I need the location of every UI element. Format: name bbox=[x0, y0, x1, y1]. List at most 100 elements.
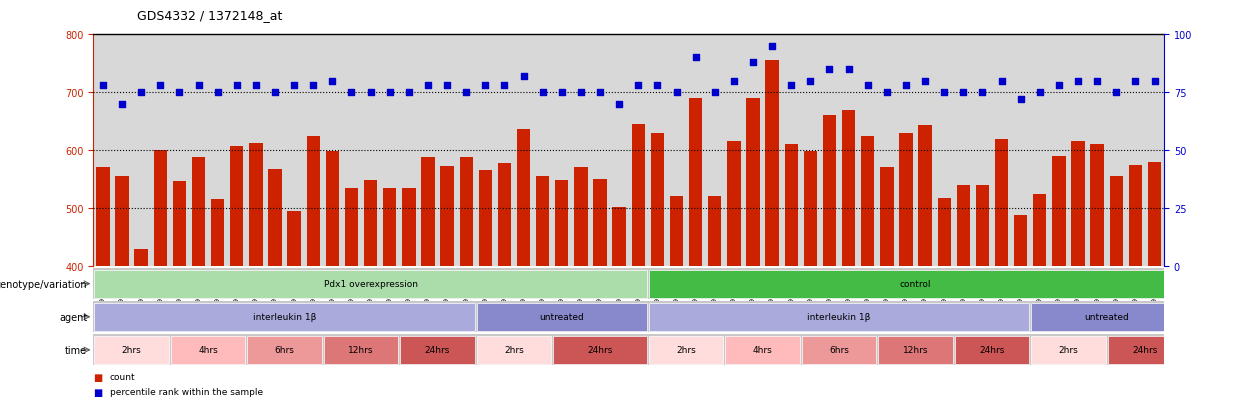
Bar bbox=[364, 181, 377, 266]
Bar bbox=[919, 125, 931, 266]
Text: 2hrs: 2hrs bbox=[504, 346, 524, 354]
Point bbox=[151, 83, 171, 89]
Point bbox=[743, 59, 763, 66]
Text: genotype/variation: genotype/variation bbox=[0, 279, 87, 289]
Point bbox=[647, 83, 667, 89]
Text: ■: ■ bbox=[93, 372, 102, 382]
Bar bbox=[726, 336, 799, 364]
Text: 4hrs: 4hrs bbox=[753, 346, 772, 354]
Point bbox=[418, 83, 438, 89]
Text: 2hrs: 2hrs bbox=[122, 346, 142, 354]
Point bbox=[723, 78, 743, 85]
Bar bbox=[553, 336, 647, 364]
Bar bbox=[153, 151, 167, 266]
Bar bbox=[477, 336, 552, 364]
Bar bbox=[670, 197, 684, 266]
Text: count: count bbox=[110, 372, 136, 381]
Point bbox=[227, 83, 247, 89]
Bar bbox=[192, 158, 205, 266]
Point bbox=[398, 90, 418, 96]
Point bbox=[705, 90, 725, 96]
Point bbox=[571, 90, 591, 96]
Point bbox=[1050, 83, 1069, 89]
Text: 24hrs: 24hrs bbox=[588, 346, 613, 354]
Point bbox=[801, 78, 820, 85]
Bar bbox=[727, 142, 741, 266]
Point bbox=[1011, 97, 1031, 103]
Bar bbox=[976, 185, 989, 266]
Point bbox=[609, 101, 629, 108]
Bar bbox=[134, 249, 148, 266]
Point bbox=[322, 78, 342, 85]
Bar bbox=[631, 125, 645, 266]
Point bbox=[380, 90, 400, 96]
Bar bbox=[306, 136, 320, 266]
Point bbox=[131, 90, 151, 96]
Point bbox=[494, 83, 514, 89]
Bar bbox=[1031, 303, 1183, 331]
Point bbox=[265, 90, 285, 96]
Bar bbox=[574, 168, 588, 266]
Point bbox=[1125, 78, 1145, 85]
Point bbox=[629, 83, 649, 89]
Bar bbox=[230, 147, 244, 266]
Bar bbox=[383, 189, 396, 266]
Bar bbox=[995, 139, 1008, 266]
Text: interleukin 1β: interleukin 1β bbox=[253, 313, 316, 321]
Text: time: time bbox=[65, 345, 87, 355]
Bar bbox=[173, 182, 186, 266]
Text: 4hrs: 4hrs bbox=[198, 346, 218, 354]
Text: Pdx1 overexpression: Pdx1 overexpression bbox=[324, 280, 417, 288]
Point bbox=[93, 83, 113, 89]
Point bbox=[954, 90, 974, 96]
Bar bbox=[878, 336, 952, 364]
Bar bbox=[537, 177, 549, 266]
Point bbox=[208, 90, 228, 96]
Point bbox=[762, 43, 782, 50]
Bar bbox=[1091, 145, 1104, 266]
Text: 12hrs: 12hrs bbox=[903, 346, 929, 354]
Bar bbox=[1013, 216, 1027, 266]
Point bbox=[284, 83, 304, 89]
Point bbox=[304, 83, 324, 89]
Point bbox=[552, 90, 571, 96]
Bar bbox=[862, 136, 874, 266]
Bar bbox=[95, 303, 474, 331]
Bar bbox=[459, 158, 473, 266]
Point bbox=[169, 90, 189, 96]
Bar bbox=[1052, 157, 1066, 266]
Bar bbox=[649, 270, 1183, 298]
Point bbox=[1068, 78, 1088, 85]
Text: 2hrs: 2hrs bbox=[1058, 346, 1078, 354]
Bar bbox=[1129, 165, 1142, 266]
Text: untreated: untreated bbox=[539, 313, 584, 321]
Point bbox=[934, 90, 954, 96]
Bar bbox=[746, 99, 759, 266]
Bar bbox=[324, 336, 398, 364]
Bar bbox=[1109, 177, 1123, 266]
Text: control: control bbox=[900, 280, 931, 288]
Bar bbox=[651, 133, 664, 266]
Bar bbox=[116, 177, 128, 266]
Bar bbox=[1148, 162, 1162, 266]
Text: 6hrs: 6hrs bbox=[275, 346, 295, 354]
Point bbox=[839, 66, 859, 73]
Point bbox=[782, 83, 802, 89]
Bar bbox=[842, 110, 855, 266]
Point bbox=[112, 101, 132, 108]
Point bbox=[666, 90, 686, 96]
Bar bbox=[1072, 142, 1084, 266]
Bar bbox=[766, 61, 779, 266]
Bar bbox=[498, 164, 512, 266]
Bar bbox=[804, 152, 817, 266]
Text: 2hrs: 2hrs bbox=[676, 346, 696, 354]
Point bbox=[437, 83, 457, 89]
Point bbox=[1107, 90, 1127, 96]
Bar bbox=[269, 169, 281, 266]
Bar bbox=[171, 336, 245, 364]
Bar bbox=[708, 197, 721, 266]
Bar bbox=[400, 336, 474, 364]
Bar bbox=[649, 303, 1030, 331]
Bar bbox=[345, 189, 359, 266]
Bar bbox=[899, 133, 913, 266]
